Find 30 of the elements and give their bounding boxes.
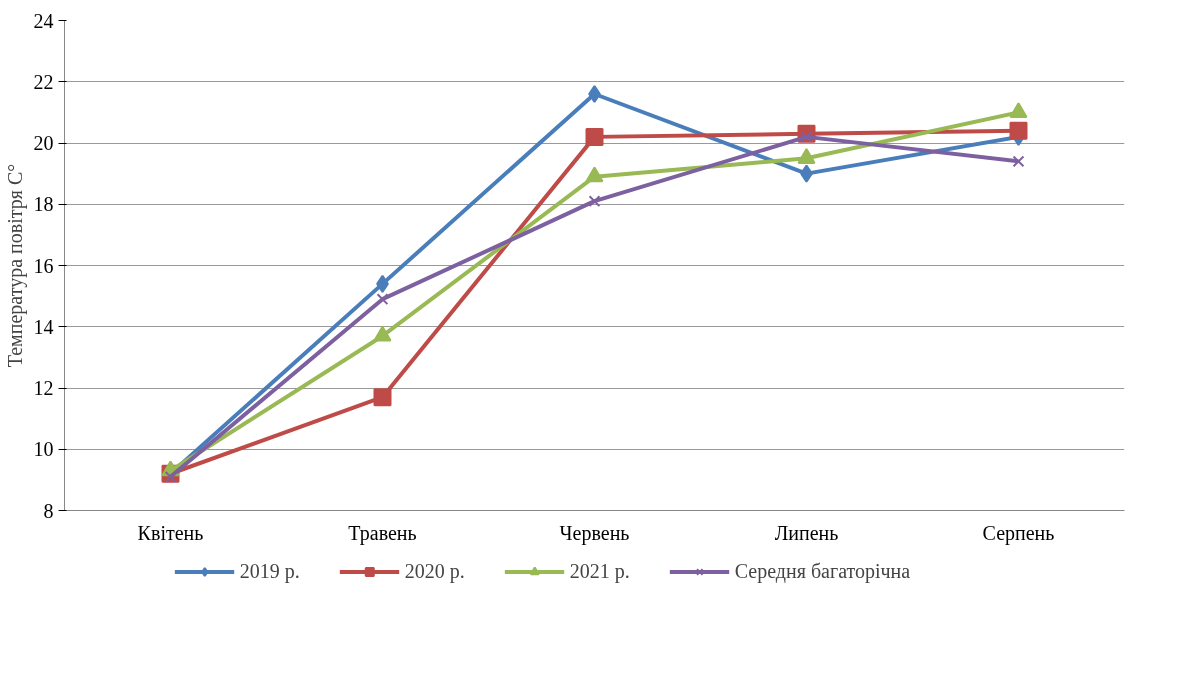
y-tick-label: 12 [33, 377, 54, 399]
legend-label: 2019 р. [239, 559, 300, 583]
y-tick-label: 20 [33, 132, 54, 154]
point [373, 388, 392, 407]
point [588, 85, 601, 103]
point [376, 293, 389, 306]
point [1009, 102, 1028, 118]
y-tick-label: 8 [43, 499, 54, 522]
point [585, 127, 604, 146]
point [1009, 121, 1028, 140]
point [585, 166, 604, 183]
point [588, 195, 601, 208]
point [1012, 155, 1025, 168]
legend-label: Середня багаторічна [734, 559, 911, 583]
legend-label: 2020 р. [404, 559, 465, 583]
point [797, 148, 816, 164]
point [373, 325, 392, 342]
y-tick-label: 22 [33, 70, 54, 93]
y-axis-title: Температура повітря С° [3, 163, 27, 368]
x-tick-label: Квітень [137, 521, 204, 544]
x-tick-label: Травень [348, 521, 417, 545]
y-tick-label: 24 [33, 9, 54, 32]
y-tick-label: 18 [33, 193, 54, 216]
legend-label: 2021 р. [569, 559, 630, 583]
y-tick-label: 14 [33, 315, 54, 338]
y-tick-label: 16 [33, 254, 54, 277]
y-tick-label: 10 [33, 438, 54, 461]
x-tick-label: Червень [559, 521, 630, 545]
x-tick-label: Серпень [982, 521, 1055, 545]
x-tick-label: Липень [774, 521, 839, 544]
